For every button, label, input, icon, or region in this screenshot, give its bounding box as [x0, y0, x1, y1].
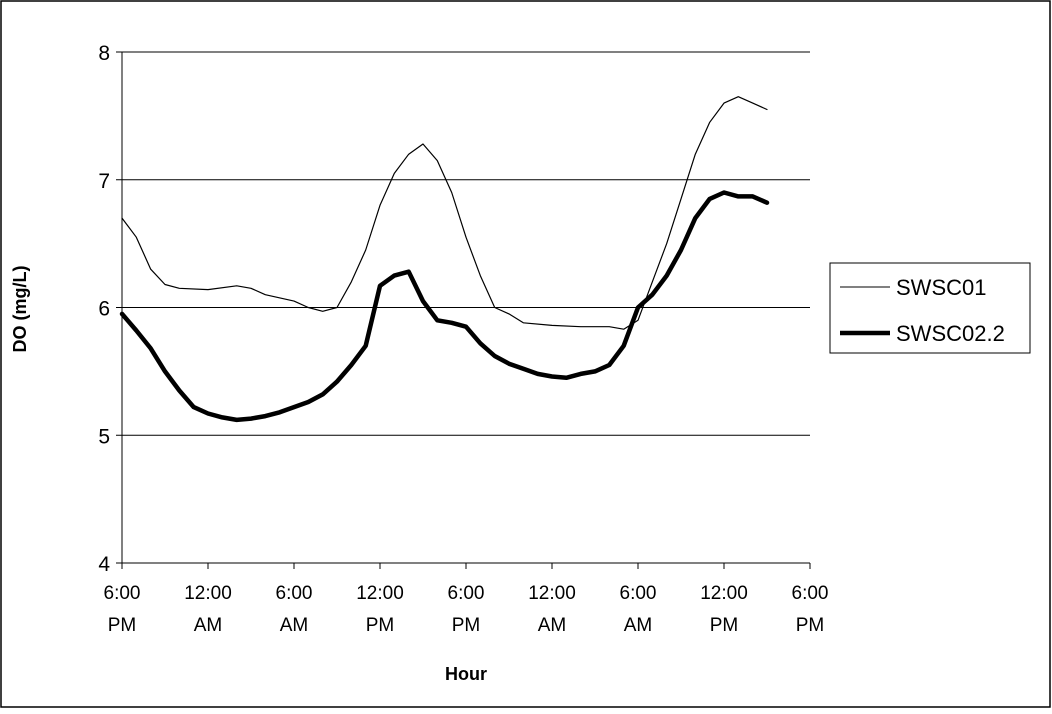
x-tick-label: 6:00	[448, 583, 485, 604]
axes	[116, 51, 811, 569]
y-tick-label: 6	[98, 298, 110, 321]
x-tick-label: 6:00	[276, 583, 313, 604]
y-tick-label: 5	[98, 425, 110, 448]
x-tick-label: 12:00	[184, 583, 232, 604]
gridlines	[122, 51, 810, 436]
y-tick-label: 8	[98, 42, 110, 65]
x-tick-label: AM	[194, 615, 223, 636]
legend: SWSC01 SWSC02.2	[829, 262, 1031, 354]
x-tick-label: 12:00	[356, 583, 404, 604]
x-tick-labels: 6:00 PM 12:00 AM 6:00 AM 12:00 PM 6:00 PM 12:00 AM 6…	[104, 583, 829, 636]
series-line-swsc01	[121, 96, 768, 330]
x-axis-title: Hour	[445, 664, 487, 684]
x-tick-label: AM	[280, 615, 309, 636]
legend-label-swsc02-2: SWSC02.2	[896, 321, 1005, 346]
x-tick-label: PM	[710, 615, 739, 636]
y-tick-labels: 4 5 6 7 8	[98, 42, 110, 576]
x-tick-label: AM	[538, 615, 567, 636]
data-series	[119, 96, 770, 423]
y-tick-label: 7	[98, 170, 110, 193]
y-tick-label: 4	[98, 553, 110, 576]
x-tick-label: 12:00	[700, 583, 748, 604]
x-tick-label: PM	[366, 615, 395, 636]
x-tick-label: 6:00	[104, 583, 141, 604]
x-tick-label: PM	[452, 615, 481, 636]
y-axis-title: DO (mg/L)	[10, 266, 30, 353]
x-tick-label: 6:00	[792, 583, 829, 604]
legend-label-swsc01: SWSC01	[896, 275, 986, 300]
x-tick-label: PM	[796, 615, 825, 636]
x-tick-label: AM	[624, 615, 653, 636]
series-line-swsc02-2	[119, 190, 770, 423]
x-tick-label: PM	[108, 615, 137, 636]
x-tick-label: 12:00	[528, 583, 576, 604]
legend-box	[829, 262, 1031, 354]
x-tick-label: 6:00	[620, 583, 657, 604]
